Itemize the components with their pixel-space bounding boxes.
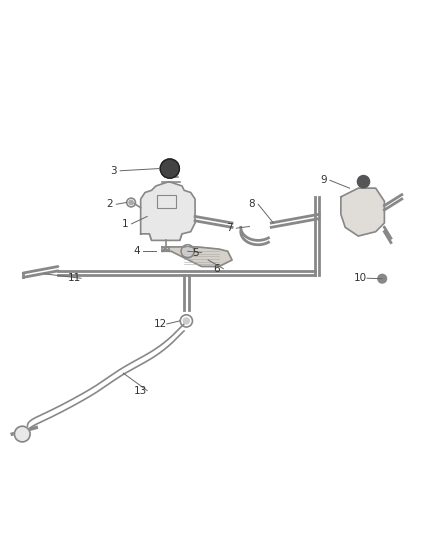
Text: 7: 7 xyxy=(226,223,233,233)
Text: 10: 10 xyxy=(354,273,367,283)
Polygon shape xyxy=(341,188,385,236)
Text: 11: 11 xyxy=(68,273,81,283)
Polygon shape xyxy=(162,247,232,266)
Text: 2: 2 xyxy=(106,199,113,209)
Circle shape xyxy=(357,175,370,188)
Text: 4: 4 xyxy=(133,246,140,256)
Circle shape xyxy=(184,318,189,324)
Circle shape xyxy=(129,200,133,205)
Circle shape xyxy=(378,274,387,283)
Text: 8: 8 xyxy=(248,199,255,209)
Polygon shape xyxy=(141,182,195,240)
Text: 1: 1 xyxy=(122,219,128,229)
Circle shape xyxy=(160,159,180,178)
Circle shape xyxy=(14,426,30,442)
Text: 3: 3 xyxy=(110,166,117,176)
Text: 12: 12 xyxy=(154,319,167,329)
Text: 9: 9 xyxy=(320,175,327,185)
Text: 13: 13 xyxy=(134,385,147,395)
Circle shape xyxy=(184,248,191,255)
Text: 6: 6 xyxy=(213,264,220,273)
Text: 5: 5 xyxy=(192,247,198,257)
